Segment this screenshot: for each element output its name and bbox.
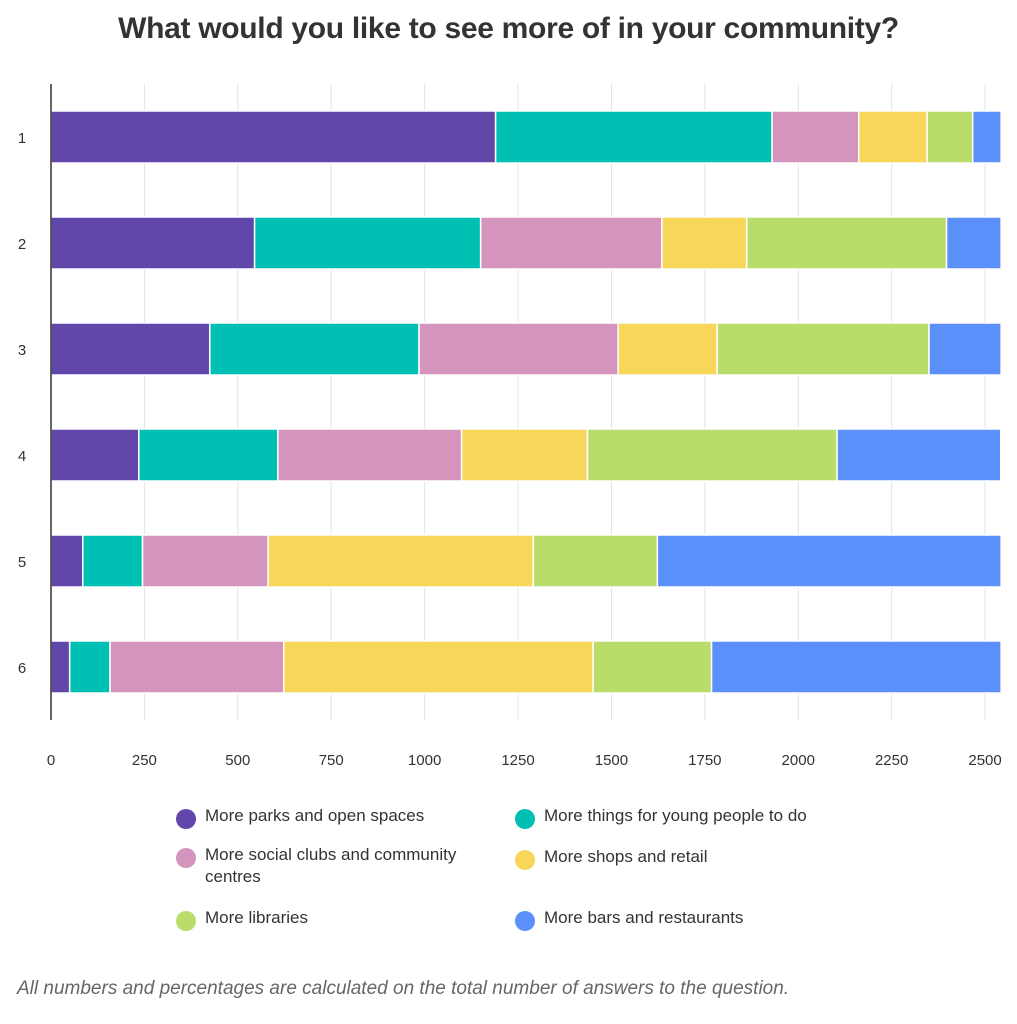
bar-segment [50,110,497,164]
bar-segment [926,110,974,164]
bar-segment [656,534,1002,588]
legend-item-shops: More shops and retail [515,846,835,870]
x-tick-label: 2250 [875,752,908,769]
chart-title: What would you like to see more of in yo… [118,12,899,45]
bar-segment [267,534,535,588]
y-tick-label: 6 [18,660,26,677]
bar-segment [253,216,482,270]
bar-segment [716,322,930,376]
bar-segment [710,640,1002,694]
bar-segment [50,640,71,694]
legend-swatch-social [176,848,196,868]
bar-segment [771,110,860,164]
bar-segment [617,322,718,376]
legend-item-bars: More bars and restaurants [515,907,835,931]
bar-segment [858,110,928,164]
bar-segment [50,322,211,376]
legend-item-young: More things for young people to do [515,805,835,829]
bar-segment [971,110,1002,164]
y-tick-label: 2 [18,236,26,253]
y-tick-label: 5 [18,554,26,571]
y-tick-label: 4 [18,448,26,465]
bar-segment [460,428,589,482]
x-tick-label: 2000 [782,752,815,769]
x-tick-label: 1250 [501,752,534,769]
bar-segment [50,534,84,588]
legend-item-libraries: More libraries [176,907,496,931]
y-tick-label: 1 [18,130,26,147]
legend-label-shops: More shops and retail [544,847,708,866]
legend-label-bars: More bars and restaurants [544,908,744,927]
x-tick-label: 2500 [968,752,1001,769]
x-tick-label: 1500 [595,752,628,769]
stacked-bar-chart: 0 250 500 750 1000 1250 1500 1750 2000 2250 2500 1 2… [18,84,1002,769]
legend-label-parks: More parks and open spaces [205,806,425,825]
bar-segment [836,428,1002,482]
legend-label-libraries: More libraries [205,908,308,927]
x-tick-label: 1000 [408,752,441,769]
legend-item-social: More social clubs and community centres [176,844,476,888]
bar-segment [209,322,420,376]
bar-segment [532,534,659,588]
bar-segment [283,640,594,694]
bar-segment [82,534,144,588]
x-tick-label: 0 [47,752,55,769]
x-tick-label: 750 [319,752,344,769]
bar-segment [494,110,773,164]
bar-segment [661,216,748,270]
bar-segment [141,534,269,588]
bar-segment [50,428,140,482]
x-tick-label: 1750 [688,752,721,769]
legend-swatch-parks [176,809,196,829]
bar-segment [277,428,463,482]
bar-segment [50,216,256,270]
x-tick-label: 250 [132,752,157,769]
legend-label-social: More social clubs and community centres [205,845,457,886]
legend-item-parks: More parks and open spaces [176,805,496,829]
legend-swatch-bars [515,911,535,931]
legend-swatch-shops [515,850,535,870]
bar-segment [928,322,1002,376]
x-tick-label: 500 [225,752,250,769]
bar-segment [592,640,713,694]
bar-segment [138,428,279,482]
footnote: All numbers and percentages are calculat… [17,978,790,999]
bar-segment [109,640,285,694]
legend-label-young: More things for young people to do [544,806,807,825]
legend-swatch-libraries [176,911,196,931]
bar-segment [68,640,111,694]
y-tick-label: 3 [18,342,26,359]
bar-segment [745,216,948,270]
bar-segment [945,216,1002,270]
bar-segment [479,216,663,270]
bar-segment [586,428,838,482]
legend-swatch-young [515,809,535,829]
bar-segment [418,322,619,376]
